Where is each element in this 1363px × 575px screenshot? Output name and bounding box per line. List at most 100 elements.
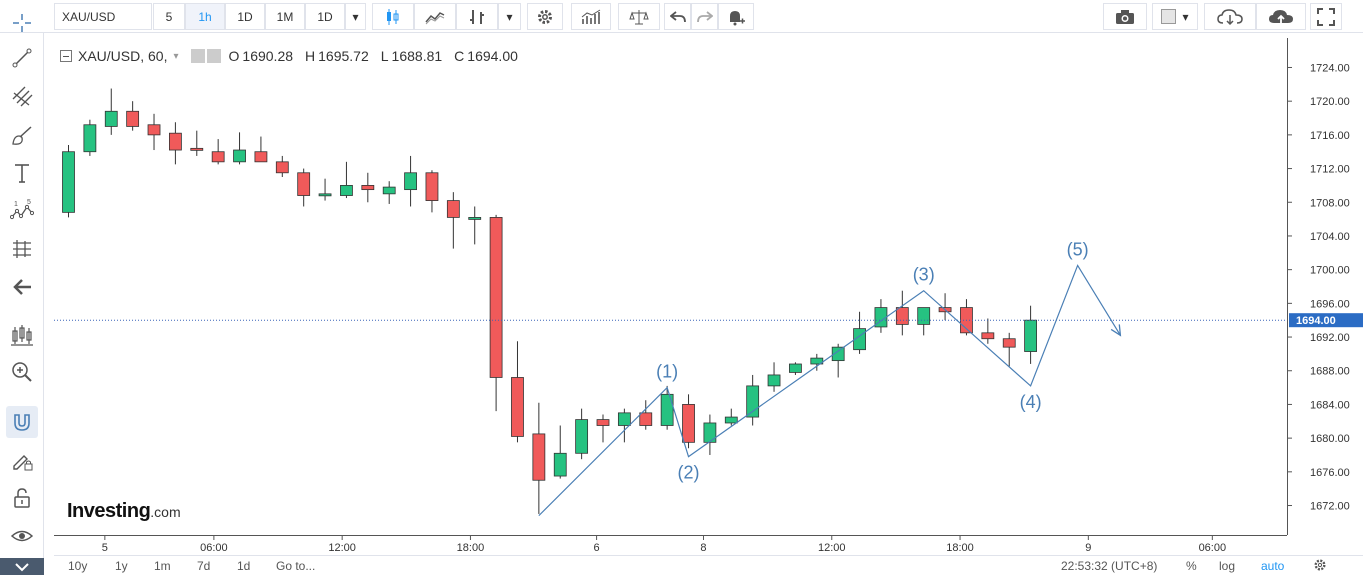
candle [724, 408, 738, 426]
gear-icon [538, 9, 552, 24]
snapshot-button[interactable] [1103, 3, 1147, 30]
candles-group-icon [11, 325, 33, 346]
percent-scale-button[interactable]: % [1186, 559, 1197, 573]
interval-5-button[interactable]: 5 [153, 3, 185, 30]
price-tick-label: 1716.00 [1310, 130, 1350, 142]
candle-body [895, 307, 909, 325]
interval-1m-button[interactable]: 1M [265, 3, 305, 30]
patterns-tool[interactable] [6, 319, 38, 351]
price-tick-label: 1724.00 [1310, 62, 1350, 74]
candle-body [62, 151, 75, 213]
symbol-search-input[interactable]: XAU/USD [54, 3, 152, 30]
low-value: 1688.81 [391, 48, 443, 64]
unlock-icon [14, 488, 30, 508]
zoom-tool[interactable] [6, 356, 38, 388]
interval-dropdown-button[interactable]: ▾ [345, 3, 366, 30]
candle [404, 155, 417, 207]
candle [104, 88, 118, 135]
time-tick-label: 06:00 [200, 542, 228, 554]
fullscreen-button[interactable] [1310, 3, 1342, 30]
chart-type-dropdown-button[interactable]: ▾ [498, 3, 521, 30]
price-tick-label: 1700.00 [1310, 265, 1350, 277]
compare-button[interactable] [618, 3, 660, 30]
back-tool[interactable] [6, 271, 38, 303]
indicators-icon [581, 9, 601, 24]
time-tick-label: 06:00 [1199, 542, 1227, 554]
lock-tool[interactable] [6, 482, 38, 514]
chart-pane[interactable]: (1) (2) (3) (4) (5) [54, 38, 1287, 535]
legend-symbol[interactable]: XAU/USD, 60, [78, 48, 168, 64]
collapse-legend-icon[interactable] [60, 50, 72, 62]
wave-label: (1) [656, 362, 678, 382]
wave-arrowhead [1110, 324, 1122, 337]
brush-tool[interactable] [6, 119, 38, 151]
range-1y-button[interactable]: 1y [115, 559, 128, 573]
lock-drawing-tool[interactable] [6, 444, 38, 476]
interval-1h-button[interactable]: 1h [185, 3, 225, 30]
time-tick-label: 12:00 [328, 542, 356, 554]
line-chart-button[interactable] [414, 3, 456, 30]
pitchfork-icon [12, 86, 33, 107]
settings-button[interactable] [527, 3, 563, 30]
price-axis[interactable]: 1724.00 1720.00 1716.00 1712.00 1708.00 1704.… [1287, 38, 1363, 535]
price-tick-label: 1720.00 [1310, 96, 1350, 108]
range-1m-button[interactable]: 1m [154, 559, 171, 573]
candles-button[interactable] [372, 3, 414, 30]
candle [147, 113, 161, 151]
legend-settings-icon[interactable] [190, 49, 205, 63]
auto-scale-button[interactable]: auto [1261, 559, 1285, 573]
candle-body [297, 172, 311, 196]
settings-icon[interactable] [1313, 558, 1327, 575]
open-label: O [228, 48, 240, 64]
candle [660, 385, 674, 430]
range-7d-button[interactable]: 7d [197, 559, 211, 573]
redo-button[interactable] [691, 3, 718, 30]
undo-button[interactable] [664, 3, 691, 30]
interval-1d-button[interactable]: 1D [225, 3, 265, 30]
candle-body [275, 161, 289, 174]
candle [382, 181, 396, 204]
magnet-tool[interactable] [6, 406, 38, 438]
range-10y-button[interactable]: 10y [68, 559, 88, 573]
scales-icon [629, 9, 649, 24]
text-tool[interactable] [6, 157, 38, 189]
high-label: H [305, 48, 316, 64]
range-1d-button[interactable]: 1d [237, 559, 251, 573]
price-tick-label: 1688.00 [1310, 366, 1350, 378]
eye-icon [11, 530, 33, 542]
candle-body [831, 346, 845, 362]
candle [489, 214, 503, 412]
candle-body [190, 147, 204, 151]
pitchfork-tool[interactable] [6, 80, 38, 112]
indicators-button[interactable] [571, 3, 611, 30]
measure-tool[interactable] [6, 233, 38, 265]
candle-body [789, 363, 802, 373]
legend-dropdown-icon[interactable]: ▾ [173, 50, 179, 62]
load-chart-button[interactable] [1204, 3, 1256, 30]
log-scale-button[interactable]: log [1219, 559, 1236, 573]
save-chart-button[interactable] [1256, 3, 1306, 30]
candle-body [682, 404, 695, 443]
candle [211, 139, 225, 165]
visibility-tool[interactable] [6, 520, 38, 552]
alert-button[interactable] [718, 3, 754, 30]
crosshair-tool[interactable] [6, 7, 38, 39]
candle [297, 168, 311, 207]
goto-button[interactable]: Go to... [276, 559, 316, 573]
bars-button[interactable] [456, 3, 498, 30]
candle [767, 362, 781, 392]
candle [596, 414, 610, 443]
candle-body [446, 200, 460, 218]
price-chart[interactable]: (1) (2) (3) (4) (5) [54, 38, 1287, 535]
theme-button[interactable]: ▾ [1152, 3, 1198, 30]
candle [468, 206, 482, 245]
candle-body [724, 416, 738, 424]
legend-visibility-icon[interactable] [206, 49, 221, 63]
collapse-toolbar-button[interactable] [0, 558, 44, 575]
interval-1d-alt-button[interactable]: 1D [305, 3, 345, 30]
trend-line-tool[interactable] [6, 42, 38, 74]
